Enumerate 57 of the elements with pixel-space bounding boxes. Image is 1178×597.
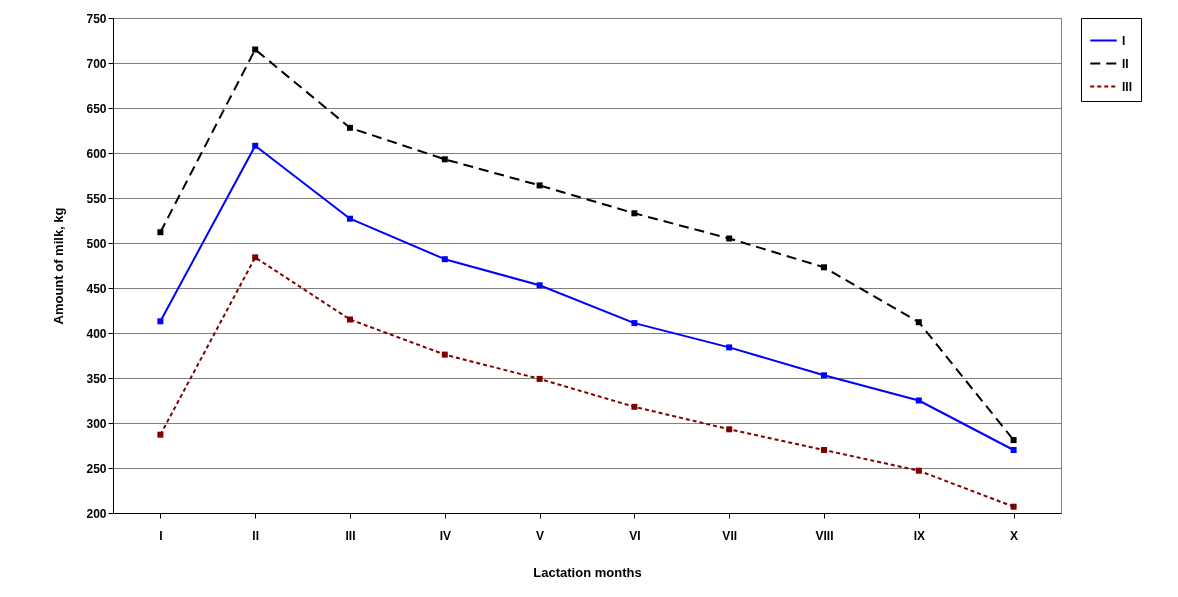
point [821, 447, 827, 453]
point [536, 375, 543, 382]
y-tick-label: 700 [86, 56, 107, 71]
point [347, 215, 353, 222]
point [915, 467, 922, 474]
point [252, 142, 259, 149]
y-tick-label: 650 [86, 101, 107, 116]
y-axis-title: Amount of milk, kg [51, 207, 67, 325]
point [821, 264, 827, 271]
x-tick-label: II [252, 528, 260, 543]
point [915, 319, 922, 326]
x-tick-label: VIII [815, 528, 834, 543]
point [631, 210, 638, 217]
x-tick-label: VI [629, 528, 641, 543]
y-tick-label: 450 [86, 281, 107, 296]
point [157, 229, 164, 236]
x-tick-label: IV [439, 528, 451, 543]
y-tick-label: 300 [86, 416, 107, 431]
point [631, 320, 638, 327]
point [536, 282, 543, 289]
y-tick-label: 550 [86, 191, 107, 206]
point [1010, 503, 1017, 510]
point [726, 426, 733, 433]
point [252, 254, 259, 261]
x-tick-label: VII [722, 528, 738, 543]
point [631, 403, 638, 410]
legend-label: II [1122, 56, 1129, 71]
x-tick-label: I [159, 528, 163, 543]
y-tick-label: 400 [86, 326, 107, 341]
point [726, 344, 733, 351]
y-tick-label: 750 [86, 11, 107, 26]
point [441, 351, 448, 358]
point [347, 124, 353, 131]
y-tick-label: 350 [86, 371, 107, 386]
x-tick-label: III [345, 528, 356, 543]
point [157, 431, 164, 438]
y-tick-label: 600 [86, 146, 107, 161]
x-tick-label: IX [913, 528, 925, 543]
legend-label: III [1122, 79, 1133, 94]
point [252, 46, 259, 53]
point [157, 318, 164, 325]
point [441, 156, 448, 163]
point [915, 397, 922, 404]
point [347, 316, 353, 323]
point [821, 372, 827, 379]
y-tick-label: 200 [86, 506, 107, 521]
y-tick-label: 500 [86, 236, 107, 251]
x-tick-label: X [1010, 528, 1019, 543]
point [441, 256, 448, 263]
point [1010, 447, 1017, 453]
point [726, 235, 733, 242]
x-tick-label: V [536, 528, 545, 543]
point [1010, 437, 1017, 444]
legend-label: I [1122, 33, 1126, 48]
x-axis-title: Lactation months [533, 564, 642, 580]
point [536, 182, 543, 189]
y-tick-label: 250 [86, 461, 107, 476]
